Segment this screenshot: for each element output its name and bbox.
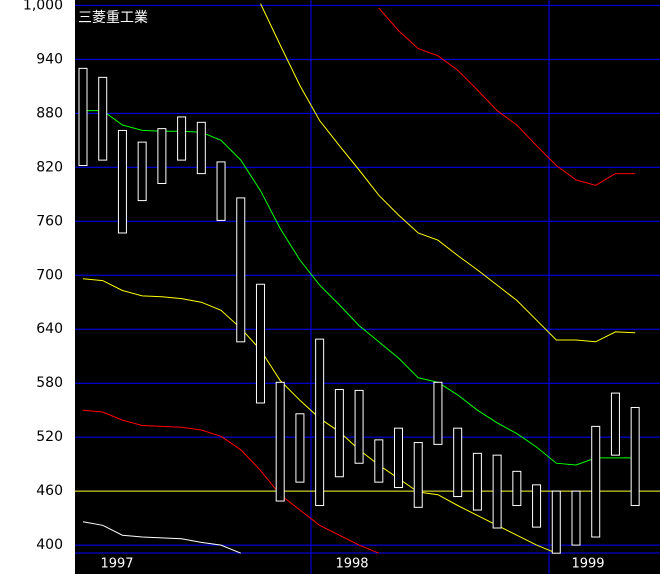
band-line xyxy=(260,3,636,343)
plot-background xyxy=(75,0,660,574)
y-tick-label: 820 xyxy=(36,159,63,175)
band-line xyxy=(378,7,636,186)
candle-box xyxy=(394,427,404,489)
y-tick-label: 460 xyxy=(36,483,63,499)
candle-box xyxy=(630,406,640,507)
candle-box xyxy=(196,121,206,175)
candle-box xyxy=(492,454,502,529)
candle-box xyxy=(295,413,305,483)
candle-box xyxy=(78,67,88,167)
candle-box xyxy=(571,490,581,546)
y-tick-label: 940 xyxy=(36,51,63,67)
x-tick-label: 1997 xyxy=(100,557,133,572)
candle-box xyxy=(177,116,187,161)
candle-box xyxy=(236,197,246,343)
candle-box xyxy=(433,381,443,445)
candle-box xyxy=(117,129,127,234)
candle-box xyxy=(512,470,522,507)
candle-box xyxy=(413,442,423,508)
candle-box xyxy=(275,381,285,502)
candle-box xyxy=(216,161,226,221)
candle-box xyxy=(551,490,561,554)
y-tick-label: 640 xyxy=(36,321,63,337)
foreground: 1,000 940 880 820 760 700 640 580 520 460 400 1997 1… xyxy=(23,0,605,574)
candle-box xyxy=(354,389,364,464)
band-line xyxy=(83,110,636,466)
y-tick-label: 880 xyxy=(36,105,63,121)
x-tick-label: 1999 xyxy=(571,557,604,572)
candle-box xyxy=(472,452,482,511)
candle-box xyxy=(453,427,463,498)
y-tick-label: 1,000 xyxy=(23,0,63,13)
y-tick-label: 400 xyxy=(36,537,63,553)
candle-box xyxy=(532,484,542,528)
band-line xyxy=(82,409,379,554)
candle-box xyxy=(610,392,620,456)
candle-box xyxy=(157,128,167,185)
x-tick-label: 1998 xyxy=(335,557,368,572)
candle-box xyxy=(591,425,601,538)
candle-box xyxy=(137,141,147,202)
y-tick-label: 760 xyxy=(36,213,63,229)
chart-title: 三菱重工業 xyxy=(78,10,148,26)
band-line xyxy=(82,521,241,554)
y-tick-label: 580 xyxy=(36,375,63,391)
candle-box xyxy=(374,439,384,483)
y-tick-label: 700 xyxy=(36,267,63,283)
candle-box xyxy=(315,338,325,507)
y-tick-label: 520 xyxy=(36,429,63,445)
plot-area xyxy=(75,0,660,555)
candle-box xyxy=(98,76,108,161)
candle-box xyxy=(334,388,344,478)
axis-panel xyxy=(0,0,75,574)
candle-box xyxy=(255,283,265,404)
